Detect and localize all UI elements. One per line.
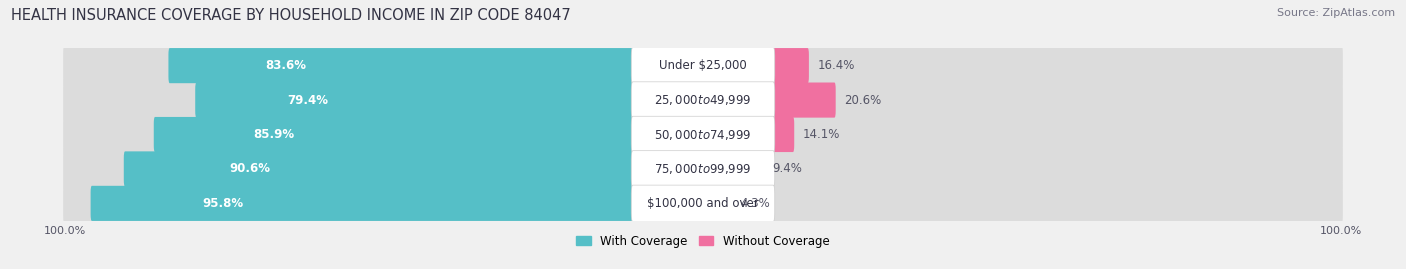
FancyBboxPatch shape bbox=[63, 181, 1343, 225]
Legend: With Coverage, Without Coverage: With Coverage, Without Coverage bbox=[572, 230, 834, 253]
Text: 20.6%: 20.6% bbox=[844, 94, 882, 107]
FancyBboxPatch shape bbox=[63, 44, 1343, 88]
Text: $50,000 to $74,999: $50,000 to $74,999 bbox=[654, 128, 752, 141]
FancyBboxPatch shape bbox=[631, 82, 775, 118]
Text: $25,000 to $49,999: $25,000 to $49,999 bbox=[654, 93, 752, 107]
FancyBboxPatch shape bbox=[63, 147, 1343, 191]
FancyBboxPatch shape bbox=[63, 112, 1343, 157]
FancyBboxPatch shape bbox=[90, 186, 704, 221]
Text: HEALTH INSURANCE COVERAGE BY HOUSEHOLD INCOME IN ZIP CODE 84047: HEALTH INSURANCE COVERAGE BY HOUSEHOLD I… bbox=[11, 8, 571, 23]
Text: 100.0%: 100.0% bbox=[1320, 226, 1362, 236]
FancyBboxPatch shape bbox=[702, 117, 794, 152]
FancyBboxPatch shape bbox=[702, 151, 765, 186]
FancyBboxPatch shape bbox=[124, 151, 704, 186]
Text: 83.6%: 83.6% bbox=[266, 59, 307, 72]
FancyBboxPatch shape bbox=[169, 48, 704, 83]
Text: 4.3%: 4.3% bbox=[740, 197, 769, 210]
FancyBboxPatch shape bbox=[631, 185, 775, 222]
FancyBboxPatch shape bbox=[195, 83, 704, 118]
Text: 9.4%: 9.4% bbox=[772, 162, 803, 175]
Text: $75,000 to $99,999: $75,000 to $99,999 bbox=[654, 162, 752, 176]
Text: 90.6%: 90.6% bbox=[229, 162, 270, 175]
Text: 85.9%: 85.9% bbox=[253, 128, 295, 141]
FancyBboxPatch shape bbox=[702, 186, 731, 221]
FancyBboxPatch shape bbox=[631, 151, 775, 187]
Text: Source: ZipAtlas.com: Source: ZipAtlas.com bbox=[1277, 8, 1395, 18]
Text: 79.4%: 79.4% bbox=[288, 94, 329, 107]
Text: 14.1%: 14.1% bbox=[803, 128, 839, 141]
FancyBboxPatch shape bbox=[631, 47, 775, 84]
Text: 16.4%: 16.4% bbox=[817, 59, 855, 72]
FancyBboxPatch shape bbox=[153, 117, 704, 152]
Text: $100,000 and over: $100,000 and over bbox=[647, 197, 759, 210]
FancyBboxPatch shape bbox=[63, 78, 1343, 122]
FancyBboxPatch shape bbox=[702, 48, 808, 83]
FancyBboxPatch shape bbox=[702, 83, 835, 118]
Text: 100.0%: 100.0% bbox=[44, 226, 86, 236]
FancyBboxPatch shape bbox=[631, 116, 775, 153]
Text: Under $25,000: Under $25,000 bbox=[659, 59, 747, 72]
Text: 95.8%: 95.8% bbox=[202, 197, 243, 210]
